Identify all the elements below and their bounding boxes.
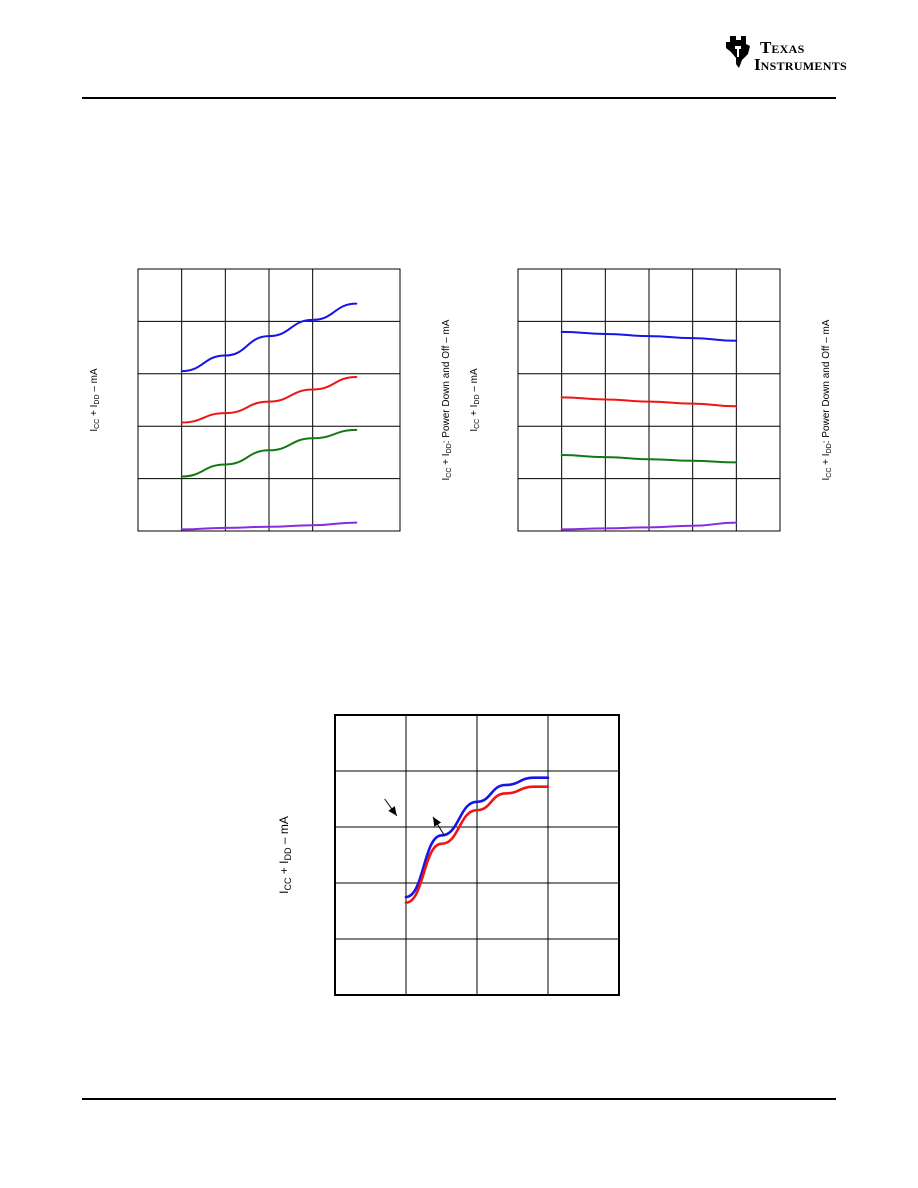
y-axis-label: ICC + IDD – mA: [89, 368, 101, 432]
chart-1: ICC + IDD – mA ICC + IDD: Power Down and …: [89, 268, 453, 532]
series-line-red: [560, 396, 738, 408]
y-axis-label: ICC + IDD – mA: [469, 368, 481, 432]
series-line-blue: [560, 330, 738, 342]
header-rule: [82, 97, 836, 99]
series-line-purple: [560, 521, 738, 531]
y-axis-label: ICC + IDD – mA: [277, 816, 293, 894]
series-line-blue: [404, 776, 550, 899]
series-line-blue: [180, 302, 358, 373]
series-line-green: [180, 428, 358, 478]
logo-line-1-rest: EXAS: [771, 42, 805, 56]
series-line-purple: [180, 521, 358, 531]
y2-axis-label: ICC + IDD: Power Down and Off – mA: [821, 319, 833, 480]
logo-line-2: INSTRUMENTS: [754, 55, 847, 74]
texas-state-logo-icon: [726, 36, 750, 68]
footer-rule: [82, 1098, 836, 1100]
series-line-red: [404, 785, 550, 904]
chart-3: ICC + IDD – mA: [277, 714, 620, 996]
series-line-green: [560, 454, 738, 464]
logo-line-1: TEXAS: [760, 38, 805, 57]
chart-2: ICC + IDD – mA ICC + IDD: Power Down and …: [469, 268, 833, 532]
annotation-arrowhead-red: [432, 816, 442, 827]
logo-line-2-rest: NSTRUMENTS: [760, 59, 847, 73]
y2-axis-label: ICC + IDD: Power Down and Off – mA: [441, 319, 453, 480]
series-line-red: [180, 375, 358, 424]
ti-logo: TEXAS INSTRUMENTS: [726, 34, 847, 80]
annotation-arrowhead-blue: [388, 806, 397, 816]
